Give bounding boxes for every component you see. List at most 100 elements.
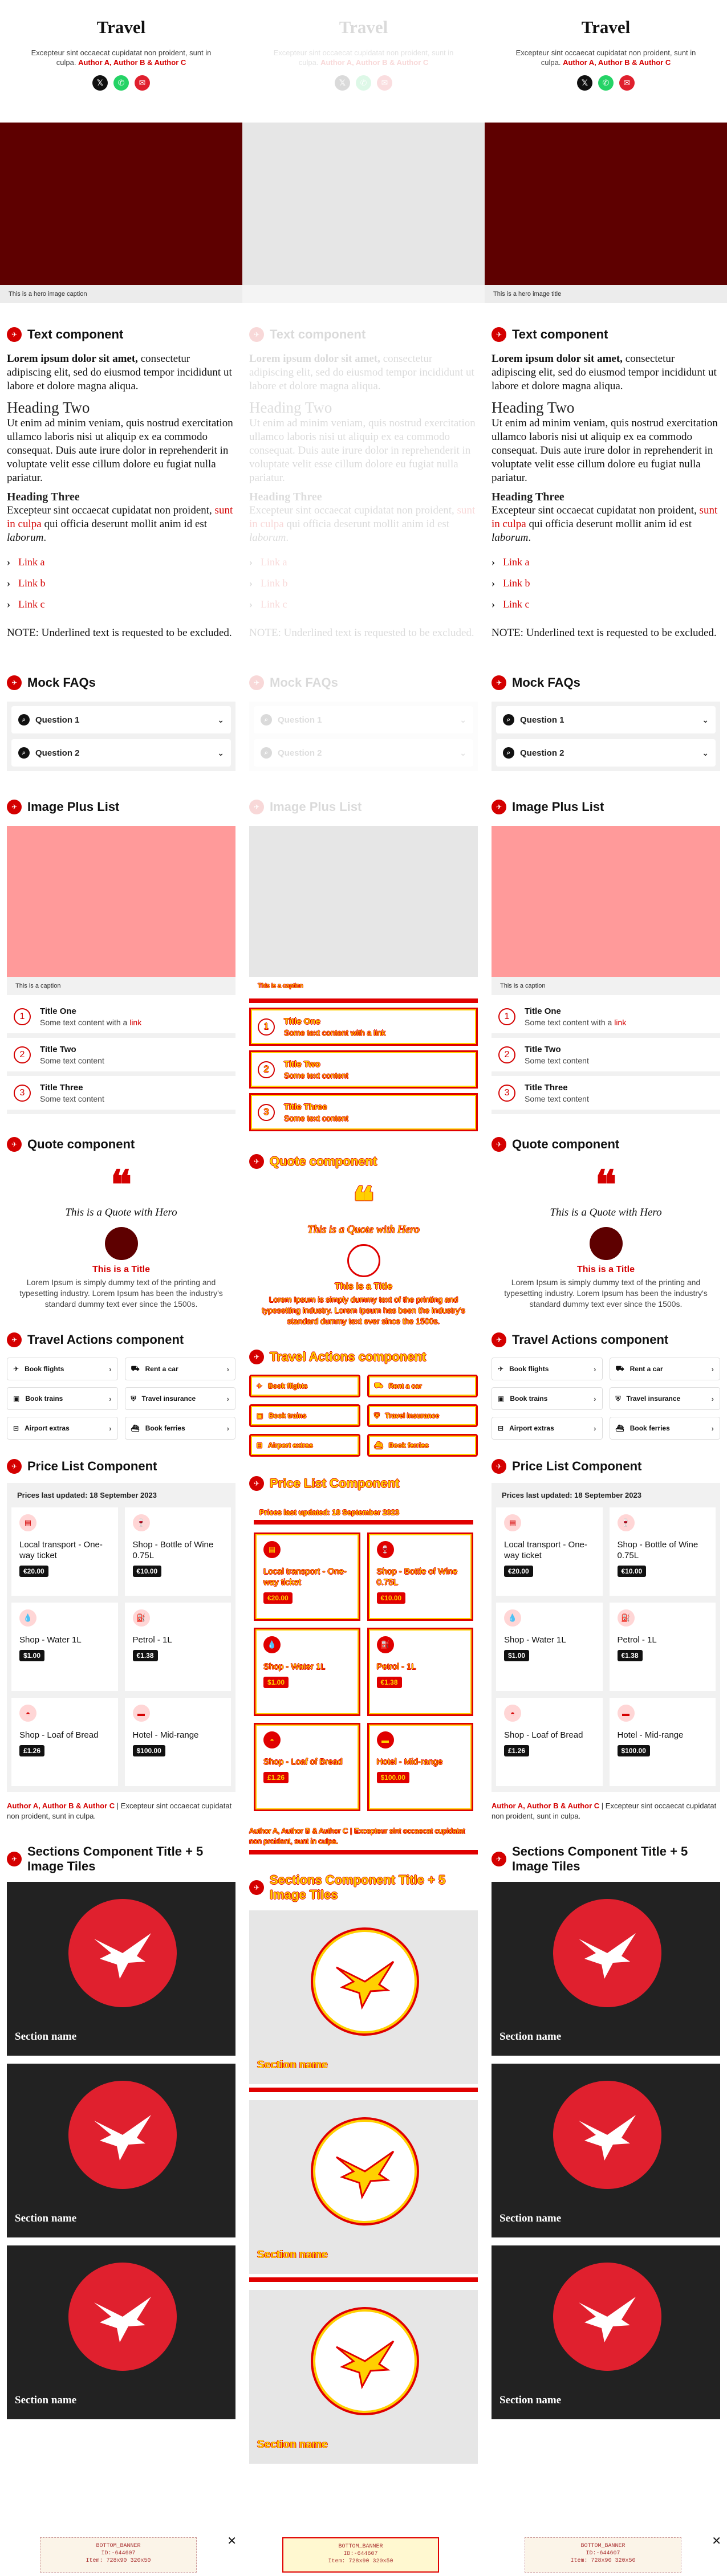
link-item[interactable]: › Link b [249, 577, 288, 589]
action-airport-extras[interactable]: ⊟ Airport extras [249, 1434, 360, 1457]
action-rent-a-car[interactable]: ⛟ Rent a car › [609, 1358, 720, 1380]
divider [249, 2088, 478, 2092]
action-book-trains[interactable]: ▣ Book trains › [492, 1387, 603, 1410]
faq-item[interactable]: ⌕ Question 2 ⌄ [254, 739, 473, 767]
x-icon[interactable]: 𝕏 [335, 75, 350, 91]
brand-icon: ✈ [492, 1852, 506, 1866]
wine-icon: 🍷 [617, 1514, 635, 1531]
link-item[interactable]: › Link b [7, 577, 46, 589]
action-book-ferries[interactable]: ⛴ Book ferries [367, 1434, 478, 1457]
faq-item[interactable]: ⌕ Question 1 ⌄ [254, 706, 473, 733]
section-tile[interactable]: Section name [7, 2245, 235, 2419]
action-book-flights[interactable]: ✈ Book flights › [492, 1358, 603, 1380]
section-title: ✈ Price List Component [7, 1459, 235, 1474]
water-icon: 💧 [263, 1636, 281, 1653]
author-link[interactable]: Author A, Author B & Author C [78, 58, 186, 67]
chevron-right-icon: › [7, 556, 10, 568]
action-book-flights[interactable]: ✈ Book flights [249, 1375, 360, 1397]
section-tile[interactable]: Section name [7, 2064, 235, 2237]
inline-link[interactable]: link [129, 1017, 142, 1027]
whatsapp-icon[interactable]: ✆ [598, 75, 614, 91]
brand-icon: ✈ [249, 675, 264, 690]
price-card: ⛽ Petrol - 1L €1.38 [124, 1603, 231, 1691]
author-link[interactable]: Author A, Author B & Author C [320, 58, 429, 67]
list-item: 2 Title Two Some text content [249, 1050, 478, 1089]
ferry-icon: ⛴ [374, 1441, 383, 1449]
faq-item[interactable]: ⌕ Question 1 ⌄ [496, 706, 716, 733]
action-rent-a-car[interactable]: ⛟ Rent a car › [124, 1358, 235, 1380]
email-icon[interactable]: ✉ [377, 75, 392, 91]
divider [249, 2277, 478, 2282]
action-book-trains[interactable]: ▣ Book trains › [7, 1387, 118, 1410]
section-tile[interactable]: Section name [492, 2245, 720, 2419]
faq-item[interactable]: ⌕ Question 2 ⌄ [11, 739, 231, 767]
link-item[interactable]: › Link a [492, 556, 530, 568]
close-icon[interactable]: ✕ [227, 2535, 237, 2548]
inline-link[interactable]: link [614, 1017, 627, 1027]
price-list-box: Prices last updated: 18 September 2023 ▤… [492, 1483, 720, 1792]
plane-icon: ✈ [257, 1382, 263, 1390]
inline-link[interactable]: sunt in culpa [7, 504, 233, 530]
action-book-trains[interactable]: ▣ Book trains [249, 1404, 360, 1427]
section-tile[interactable]: Section name [492, 2064, 720, 2237]
heading-three: Heading Three [7, 491, 80, 503]
list-image [492, 826, 720, 977]
email-icon[interactable]: ✉ [619, 75, 635, 91]
action-book-ferries[interactable]: ⛴ Book ferries › [609, 1417, 720, 1440]
section-tile[interactable]: Section name [249, 2290, 478, 2464]
inline-link[interactable]: link [373, 1028, 386, 1037]
quote-component: ✈ Quote component ❝ This is a Quote with … [485, 1137, 727, 1310]
ad-placeholder: BOTTOM_BANNER ID:-644607 Item: 728x90 320x… [40, 2537, 197, 2573]
author-link[interactable]: Author A, Author B & Author C [563, 58, 671, 67]
link-item[interactable]: › Link a [249, 556, 287, 568]
paragraph: Excepteur sint occaecat cupidatat non pr… [7, 504, 233, 544]
price-grid: ▤ Local transport - One-way ticket €20.00 … [496, 1507, 716, 1786]
ticket-icon: ▤ [19, 1514, 36, 1531]
author-link[interactable]: Author A, Author B & Author C [492, 1801, 600, 1810]
section-tile[interactable]: Section name [492, 1882, 720, 2056]
action-travel-insurance[interactable]: ⛨ Travel insurance › [124, 1387, 235, 1410]
author-link[interactable]: Author A, Author B & Author C [249, 1827, 348, 1835]
x-icon[interactable]: 𝕏 [92, 75, 108, 91]
list-item: 1 Title One Some text content with a link [249, 1008, 478, 1046]
ferry-icon: ⛴ [131, 1424, 140, 1432]
action-airport-extras[interactable]: ⊟ Airport extras › [492, 1417, 603, 1440]
action-travel-insurance[interactable]: ⛨ Travel insurance [367, 1404, 478, 1427]
link-item[interactable]: › Link c [492, 598, 530, 610]
link-item[interactable]: › Link c [249, 598, 287, 610]
email-icon[interactable]: ✉ [135, 75, 150, 91]
section-tile[interactable]: Section name [249, 2100, 478, 2274]
faq-item[interactable]: ⌕ Question 2 ⌄ [496, 739, 716, 767]
action-book-ferries[interactable]: ⛴ Book ferries › [124, 1417, 235, 1440]
luggage-icon: ⊟ [13, 1424, 19, 1432]
header-subtitle: Excepteur sint occaecat cupidatat non pr… [515, 48, 696, 67]
inline-link[interactable]: sunt in culpa [249, 504, 476, 530]
price-grid: ▤ Local transport - One-way ticket €20.00 … [11, 1507, 231, 1786]
image-plus-list: ✈ Image Plus List This is a caption 1 Titl… [242, 800, 485, 1131]
link-item[interactable]: › Link c [7, 598, 45, 610]
quote-text: This is a Quote with Hero [65, 1207, 177, 1218]
faq-item[interactable]: ⌕ Question 1 ⌄ [11, 706, 231, 733]
section-title: ✈ Travel Actions component [249, 1350, 478, 1364]
action-rent-a-car[interactable]: ⛟ Rent a car [367, 1375, 478, 1397]
action-book-flights[interactable]: ✈ Book flights › [7, 1358, 118, 1380]
x-icon[interactable]: 𝕏 [577, 75, 592, 91]
whatsapp-icon[interactable]: ✆ [113, 75, 129, 91]
price-card: ⛽ Petrol - 1L €1.38 [609, 1603, 716, 1691]
action-travel-insurance[interactable]: ⛨ Travel insurance › [609, 1387, 720, 1410]
price-updated: Prices last updated: 18 September 2023 [502, 1491, 641, 1499]
section-title: ✈ Price List Component [492, 1459, 720, 1474]
author-link[interactable]: Author A, Author B & Author C [7, 1801, 115, 1810]
whatsapp-icon[interactable]: ✆ [356, 75, 371, 91]
travel-actions: ✈ Travel Actions component ✈ Book flights … [242, 1350, 485, 1457]
section-tile[interactable]: Section name [7, 1882, 235, 2056]
action-airport-extras[interactable]: ⊟ Airport extras › [7, 1417, 118, 1440]
section-title: ✈ Quote component [249, 1154, 478, 1169]
link-item[interactable]: › Link a [7, 556, 45, 568]
section-title: ✈ Mock FAQs [492, 675, 720, 690]
chevron-right-icon: › [594, 1424, 596, 1433]
link-item[interactable]: › Link b [492, 577, 530, 589]
inline-link[interactable]: sunt in culpa [492, 504, 718, 530]
close-icon[interactable]: ✕ [712, 2535, 721, 2548]
section-tile[interactable]: Section name [249, 1910, 478, 2084]
